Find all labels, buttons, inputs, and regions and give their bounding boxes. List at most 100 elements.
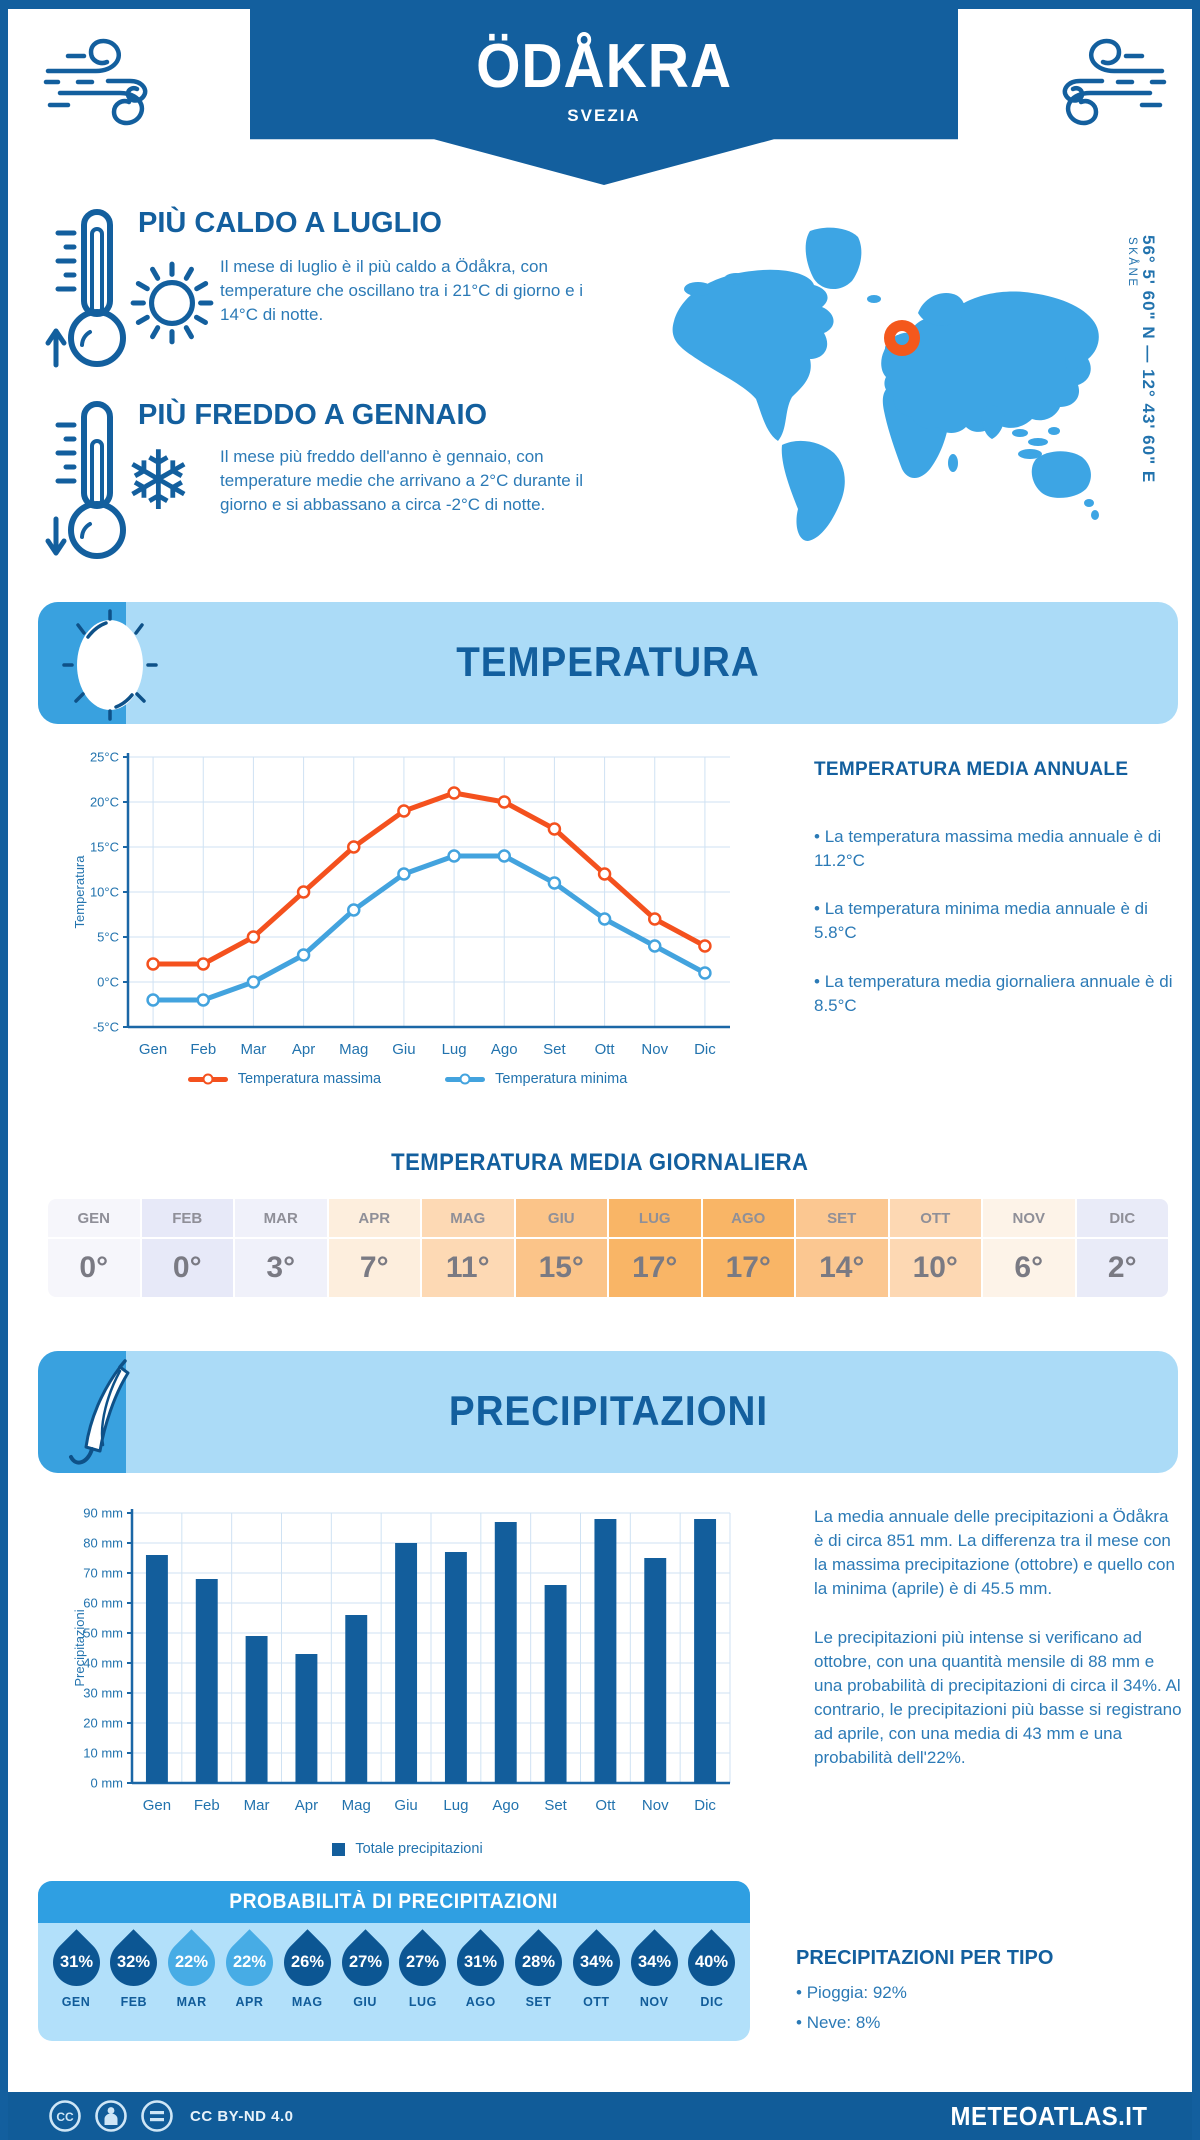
precipitation-by-type: PRECIPITAZIONI PER TIPO Pioggia: 92% Nev… <box>796 1947 1176 2038</box>
svg-text:Feb: Feb <box>194 1797 220 1814</box>
raindrop-icon: 28% <box>505 1929 572 1996</box>
probability-drops: 31% GEN 32% FEB 22% MAR 22% APR 26% MAG 27% GIU 27% L… <box>38 1923 750 2009</box>
raindrop-icon: 31% <box>447 1929 514 1996</box>
page-title: ÖDÅKRA <box>476 32 732 101</box>
svg-text:10 mm: 10 mm <box>83 1746 123 1761</box>
temperature-section-banner: TEMPERATURA <box>38 602 1178 724</box>
precipitation-summary: La media annuale delle precipitazioni a … <box>814 1505 1182 1794</box>
month-temperature: 3° <box>266 1251 296 1284</box>
page-subtitle: SVEZIA <box>567 106 641 125</box>
svg-text:Feb: Feb <box>190 1041 216 1058</box>
probability-drop: 34% NOV <box>620 1927 688 2009</box>
month-label: APR <box>328 1199 420 1239</box>
month-cell: OTT 10° <box>889 1199 981 1297</box>
daily-temperature-title: TEMPERATURA MEDIA GIORNALIERA <box>391 1149 809 1176</box>
thermometer-up-icon <box>45 209 126 368</box>
month-label: GEN <box>48 1199 140 1239</box>
raindrop-icon: 34% <box>620 1929 688 1996</box>
probability-drop: 31% GEN <box>42 1927 110 2009</box>
month-cell: SET 14° <box>796 1199 888 1297</box>
drop-month-label: GIU <box>353 1995 377 2009</box>
month-label: LUG <box>609 1199 701 1239</box>
svg-text:Dic: Dic <box>694 1041 716 1058</box>
site-name: METEOATLAS.IT <box>950 2100 1148 2131</box>
month-temperature: 17° <box>725 1251 771 1284</box>
raindrop-icon: 22% <box>158 1929 225 1996</box>
warmest-title: PIÙ CALDO A LUGLIO <box>138 207 442 239</box>
drop-month-label: DIC <box>700 1995 724 2009</box>
precipitation-legend: Totale precipitazioni <box>70 1841 745 1857</box>
svg-text:Gen: Gen <box>139 1041 167 1058</box>
temperature-legend: Temperatura massima Temperatura minima <box>70 1071 745 1087</box>
month-cell: NOV 6° <box>983 1199 1075 1297</box>
svg-text:Giu: Giu <box>392 1041 415 1058</box>
temperature-line-chart: -5°C 0°C 5°C 10°C 15°C 20°C 25°C Gen Feb Mar Apr Ma… <box>72 750 730 1058</box>
probability-drop: 22% MAR <box>158 1927 225 2009</box>
precipitation-paragraph: La media annuale delle precipitazioni a … <box>814 1507 1175 1599</box>
svg-text:Mar: Mar <box>244 1797 270 1814</box>
month-label: DIC <box>1076 1199 1168 1239</box>
month-temperature: 14° <box>819 1251 865 1284</box>
month-label: AGO <box>702 1199 794 1239</box>
probability-drop: 22% APR <box>216 1927 283 2009</box>
probability-drop: 34% OTT <box>563 1927 630 2009</box>
svg-text:60 mm: 60 mm <box>83 1596 123 1611</box>
month-temperature: 11° <box>445 1251 490 1284</box>
svg-text:30 mm: 30 mm <box>83 1686 123 1701</box>
annual-bullet: La temperatura minima media annuale è di… <box>814 897 1182 945</box>
month-temperature: 2° <box>1107 1251 1137 1284</box>
drop-month-label: SET <box>525 1995 552 2009</box>
location-marker <box>884 320 920 356</box>
svg-text:Mar: Mar <box>240 1041 266 1058</box>
probability-drop: 27% LUG <box>389 1927 457 2009</box>
drop-month-label: OTT <box>583 1995 610 2009</box>
raindrop-icon: 34% <box>563 1929 630 1996</box>
svg-text:Temperatura: Temperatura <box>72 855 87 929</box>
svg-text:5°C: 5°C <box>97 930 119 945</box>
by-type-bullet: Neve: 8% <box>796 2008 1176 2038</box>
month-label: FEB <box>141 1199 233 1239</box>
umbrella-icon <box>69 1359 130 1465</box>
precipitation-paragraph: Le precipitazioni più intense si verific… <box>814 1627 1182 1768</box>
svg-text:Apr: Apr <box>292 1041 315 1058</box>
thermometer-down-icon <box>45 401 126 559</box>
daily-temperature-table: GEN 0° FEB 0° MAR 3° APR 7° MAG 11° GIU 15° LUG 17° AG… <box>48 1199 1168 1297</box>
svg-text:Set: Set <box>544 1797 567 1814</box>
raindrop-icon: 31% <box>42 1929 110 1996</box>
svg-text:0°C: 0°C <box>97 975 119 990</box>
svg-text:Giu: Giu <box>394 1797 417 1814</box>
svg-text:70 mm: 70 mm <box>83 1566 123 1581</box>
coldest-text: Il mese più freddo dell'anno è gennaio, … <box>220 447 584 514</box>
month-cell: DIC 2° <box>1076 1199 1168 1297</box>
cc-license-icons: CC <box>48 2099 174 2133</box>
month-temperature: 10° <box>912 1251 958 1284</box>
drop-month-label: AGO <box>465 1995 496 2009</box>
annual-temperature-title: TEMPERATURA MEDIA ANNUALE <box>814 759 1129 780</box>
svg-text:10°C: 10°C <box>90 885 119 900</box>
legend-item: Temperatura massima <box>187 1071 381 1087</box>
svg-text:Nov: Nov <box>641 1041 668 1058</box>
warmest-text: Il mese di luglio è il più caldo a Ödåkr… <box>220 257 584 324</box>
drop-month-label: LUG <box>408 1995 437 2009</box>
svg-text:Ott: Ott <box>595 1041 616 1058</box>
month-temperature: 0° <box>79 1251 109 1284</box>
legend-item: Totale precipitazioni <box>332 1841 483 1857</box>
sun-icon <box>130 261 214 345</box>
wind-icon <box>43 38 148 126</box>
month-temperature: 6° <box>1014 1251 1044 1284</box>
svg-text:0 mm: 0 mm <box>91 1776 124 1791</box>
raindrop-icon: 22% <box>216 1929 283 1996</box>
month-cell: AGO 17° <box>702 1199 794 1297</box>
month-temperature: 0° <box>172 1251 202 1284</box>
svg-text:15°C: 15°C <box>90 840 119 855</box>
precipitation-bar-chart: 0 mm 10 mm 20 mm 30 mm 40 mm 50 mm 60 mm 70 mm 8… <box>72 1506 731 1814</box>
precipitation-probability-panel: PROBABILITÀ DI PRECIPITAZIONI 31% GEN 32% F… <box>38 1881 750 2041</box>
month-cell: GEN 0° <box>48 1199 140 1297</box>
svg-text:Nov: Nov <box>642 1797 669 1814</box>
month-label: SET <box>796 1199 888 1239</box>
svg-text:Mag: Mag <box>339 1041 368 1058</box>
legend-item: Temperatura minima <box>445 1071 627 1087</box>
drop-month-label: APR <box>235 1995 264 2009</box>
svg-text:Lug: Lug <box>443 1797 468 1814</box>
